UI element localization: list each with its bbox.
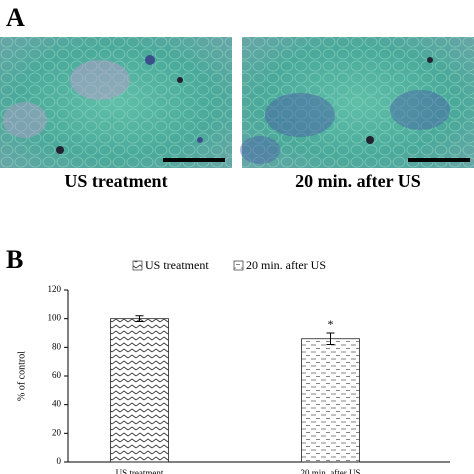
panel-label: A	[6, 3, 25, 32]
legend-label: US treatment	[145, 258, 209, 272]
micrograph	[0, 37, 232, 168]
image-caption: 20 min. after US	[295, 171, 421, 191]
legend-swatch	[132, 260, 143, 271]
plot: 0 20 40 60 80 100 120 US treatment 20 min. after…	[48, 258, 450, 474]
bar	[301, 338, 360, 463]
micrograph	[240, 37, 474, 168]
legend-swatch	[233, 260, 244, 271]
y-tick-label: 0	[57, 456, 62, 466]
y-tick-label: 80	[52, 341, 62, 351]
error-bar	[135, 315, 144, 323]
panel-label: B	[6, 245, 23, 274]
y-axis-label: % of control	[16, 351, 27, 401]
annotation: *	[328, 317, 334, 331]
x-tick-label: US treatment	[116, 468, 164, 474]
y-tick-label: 20	[52, 427, 62, 437]
y-tick-label: 100	[48, 313, 62, 323]
error-bar	[326, 332, 335, 345]
x-tick-label: 20 min. after US	[301, 468, 361, 474]
image-caption: US treatment	[64, 171, 167, 191]
y-tick-label: 120	[48, 284, 62, 294]
y-tick-label: 60	[52, 370, 62, 380]
legend-label: 20 min. after US	[246, 258, 326, 272]
bar	[110, 318, 169, 463]
y-tick-label: 40	[52, 399, 62, 409]
